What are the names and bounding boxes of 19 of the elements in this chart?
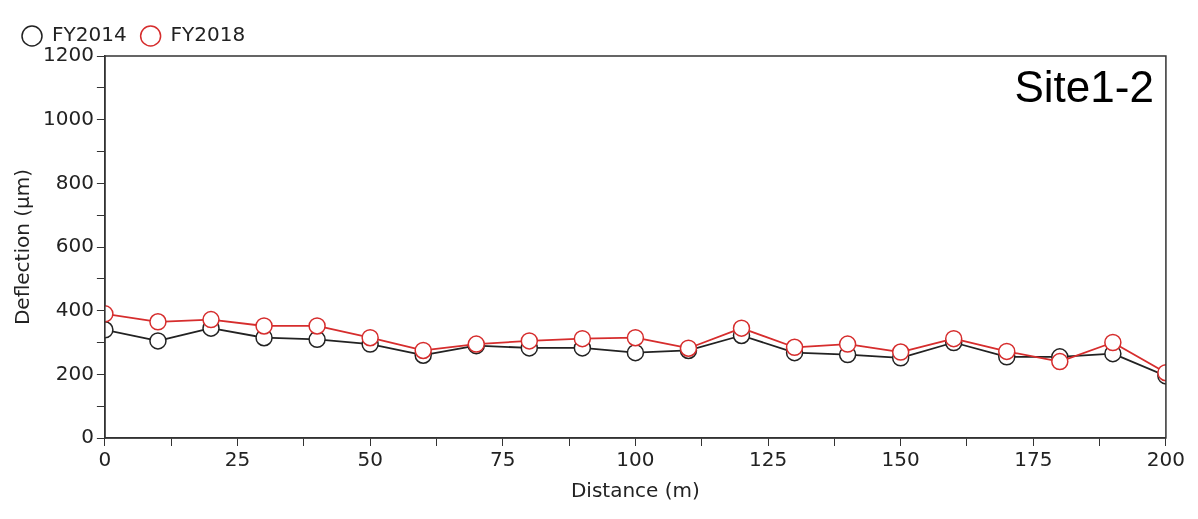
annotation: Site1-2 — [1014, 62, 1154, 112]
y-tick-label: 800 — [55, 169, 94, 194]
y-axis-title: Deflection (µm) — [10, 168, 35, 326]
x-tick-label: 0 — [98, 447, 112, 472]
x-tick-label: 75 — [490, 447, 516, 472]
x-tick-label: 200 — [1146, 447, 1186, 472]
legend-label: FY2018 — [170, 22, 246, 47]
y-tick-label: 0 — [81, 424, 94, 449]
x-axis-title: Distance (m) — [570, 478, 700, 503]
x-tick-label: 50 — [357, 447, 383, 472]
x-tick-label: 150 — [881, 447, 920, 472]
x-tick-label: 100 — [616, 447, 655, 472]
y-tick-label: 200 — [55, 360, 94, 385]
x-tick-label: 125 — [748, 447, 788, 472]
x-tick-label: 175 — [1014, 447, 1053, 472]
x-tick-label: 25 — [224, 447, 251, 472]
y-tick-label: 400 — [55, 296, 94, 321]
y-tick-label: 600 — [55, 233, 94, 258]
y-tick-label: 1000 — [42, 105, 94, 130]
